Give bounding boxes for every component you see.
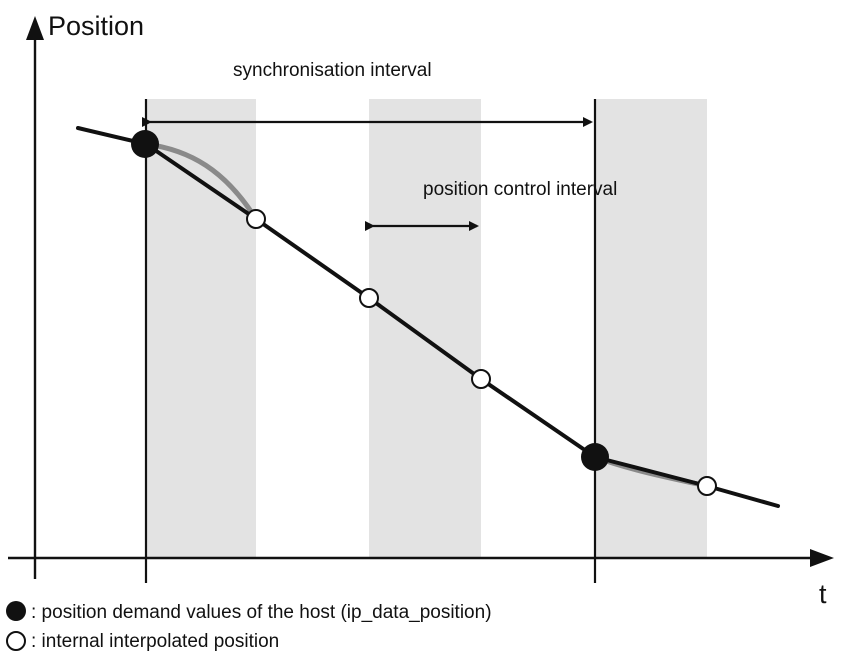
legend-hollow-text: : internal interpolated position xyxy=(31,631,279,652)
interval-bands xyxy=(146,99,707,558)
y-axis-arrow-icon xyxy=(26,16,44,40)
position-control-interval-label: position control interval xyxy=(423,179,617,200)
interpolated-position-point xyxy=(471,369,491,389)
x-axis-arrow-icon xyxy=(810,549,834,567)
host-demand-point xyxy=(131,130,159,158)
hollow-circle-icon xyxy=(6,631,26,651)
interval-band xyxy=(369,99,481,558)
interpolated-position-point xyxy=(697,476,717,496)
filled-circle-icon xyxy=(6,601,26,621)
interpolation-curve-gray xyxy=(145,141,259,221)
trajectory-line xyxy=(76,126,780,508)
sync-interval-label: synchronisation interval xyxy=(233,60,432,81)
interpolated-position-point xyxy=(359,288,379,308)
interpolated-position-point xyxy=(246,209,266,229)
legend: : position demand values of the host (ip… xyxy=(6,601,492,652)
y-axis-label: Position xyxy=(48,11,144,41)
interval-band xyxy=(146,99,256,558)
x-axis-label: t xyxy=(819,579,827,609)
legend-filled-text: : position demand values of the host (ip… xyxy=(31,602,492,623)
host-demand-point xyxy=(581,443,609,471)
interval-band xyxy=(595,99,707,558)
